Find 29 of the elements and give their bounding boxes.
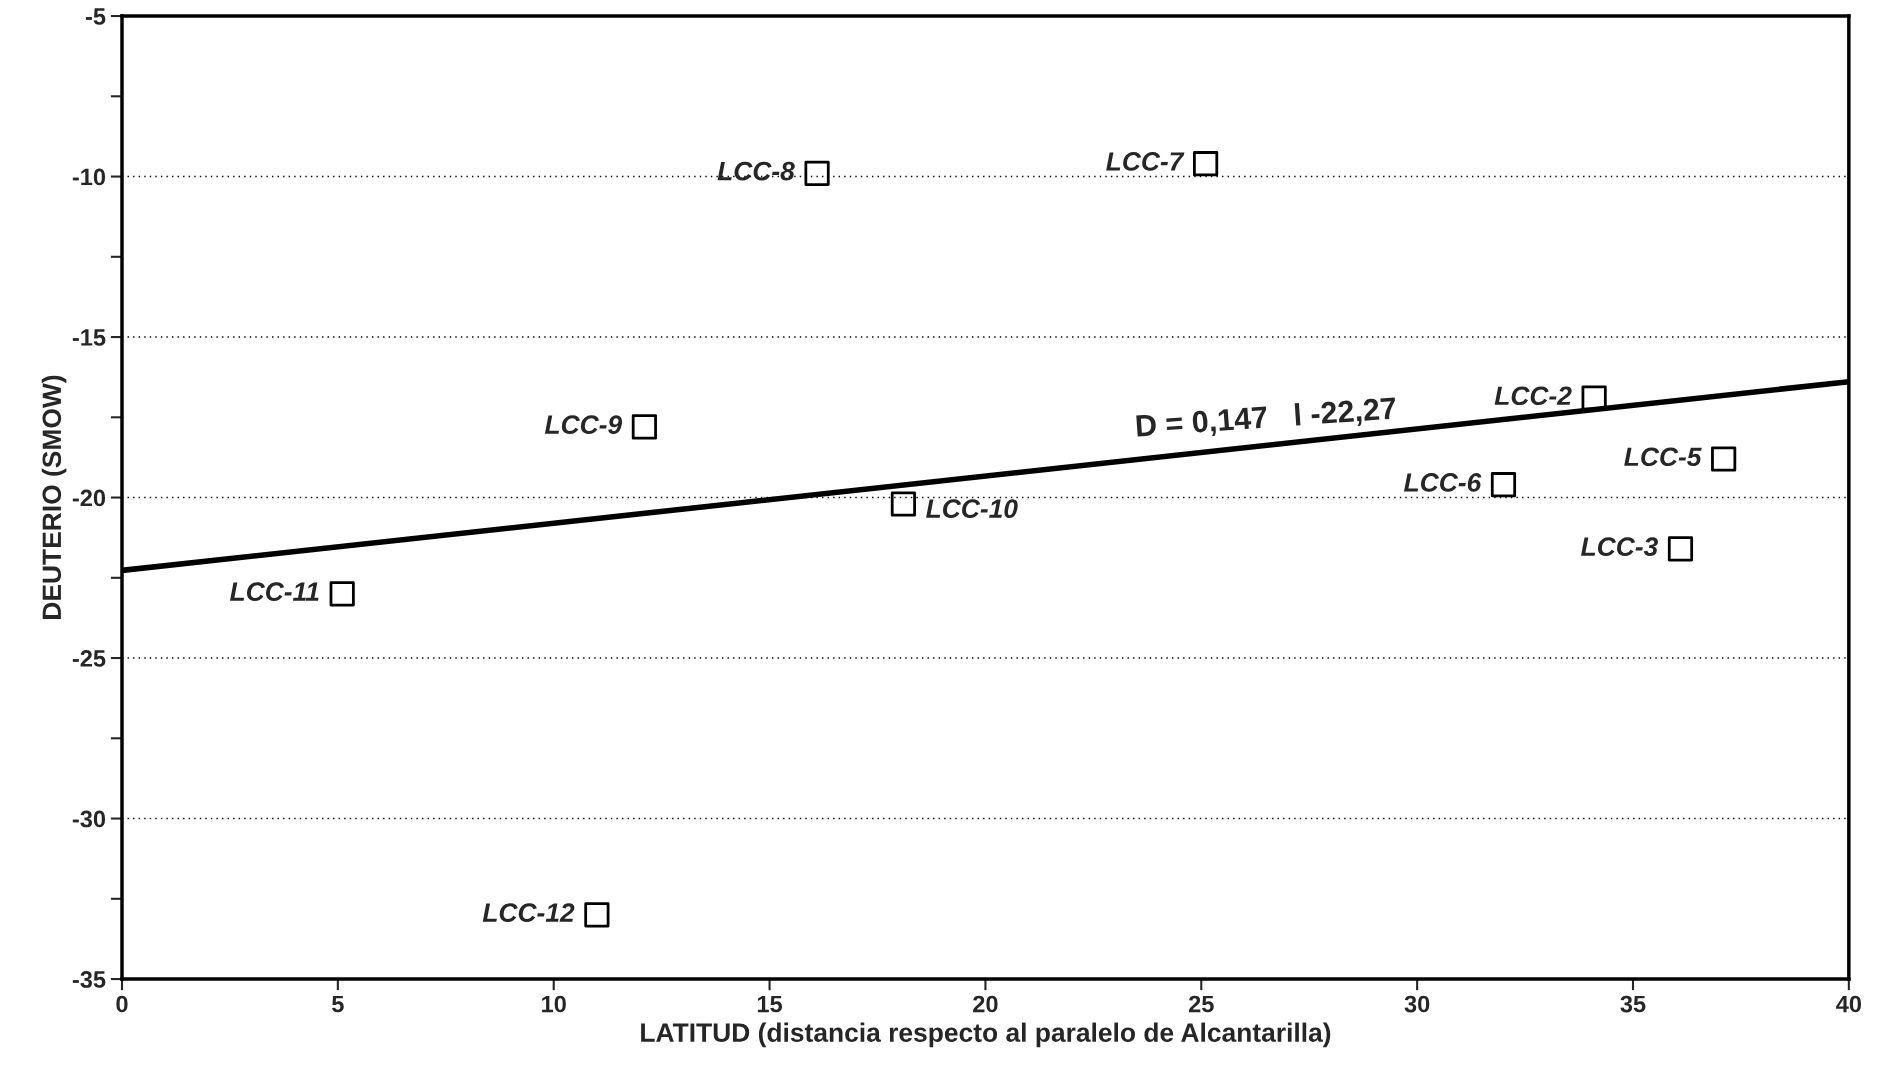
- annotation: LCC-8: [717, 161, 795, 181]
- annotation: LCC-12: [482, 903, 575, 922]
- annotation: LCC-9: [544, 415, 623, 435]
- x-tick-label: 10: [542, 995, 566, 1013]
- annotation: D = 0,147 l -22,27: [1136, 396, 1397, 442]
- annotation: LCC-2: [1494, 386, 1572, 406]
- y-axis-title: DEUTERIO (SMOW): [41, 375, 67, 619]
- x-axis-title: LATITUD (distancia respecto al paralelo de Alcantarilla): [641, 1022, 1331, 1048]
- x-tick-label: 40: [1836, 995, 1862, 1013]
- y-tick-label: -20: [72, 489, 106, 507]
- y-tick-label: -35: [72, 971, 106, 988]
- x-tick-label: 15: [757, 995, 783, 1013]
- x-tick-label: 25: [1188, 995, 1214, 1013]
- y-tick-label: -10: [72, 168, 106, 186]
- y-tick-label: -25: [72, 650, 106, 667]
- x-tick-label: 5: [332, 995, 344, 1013]
- annotation: LCC-6: [1404, 473, 1482, 492]
- y-tick-label: -5: [85, 8, 106, 25]
- annotation: LCC-5: [1624, 447, 1702, 467]
- x-tick-label: 0: [116, 995, 128, 1013]
- y-tick-label: -30: [72, 810, 106, 828]
- y-tick-label: -15: [72, 329, 106, 346]
- annotation: LCC-3: [1581, 537, 1658, 556]
- x-tick-label: 20: [973, 995, 998, 1013]
- annotation: LCC-10: [926, 499, 1018, 518]
- annotation: LCC-7: [1106, 152, 1185, 171]
- x-tick-label: 30: [1404, 995, 1430, 1013]
- x-tick-label: 35: [1620, 995, 1646, 1013]
- annotation: LCC-11: [230, 582, 319, 601]
